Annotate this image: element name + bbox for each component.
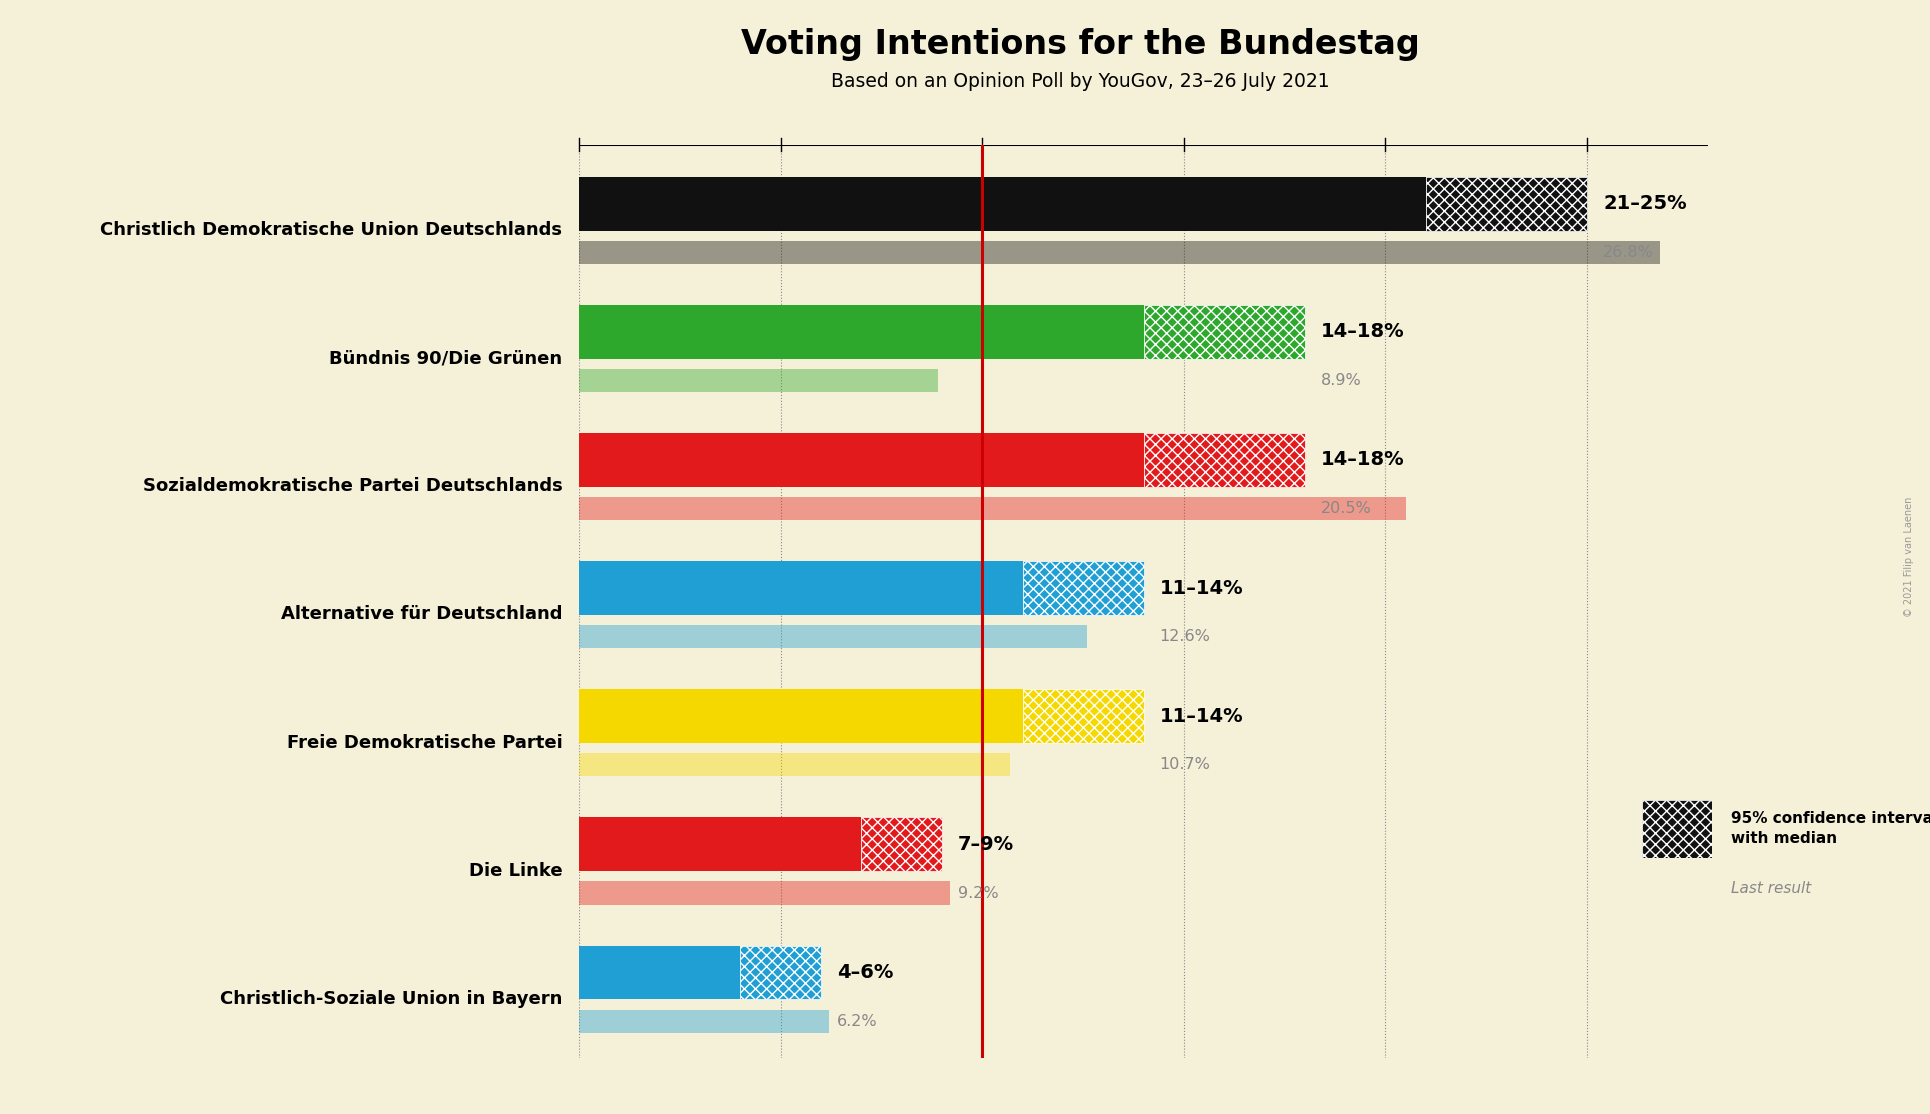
Text: 14–18%: 14–18% [1320,322,1405,341]
Text: Voting Intentions for the Bundestag: Voting Intentions for the Bundestag [741,28,1420,61]
Text: 8.9%: 8.9% [1320,373,1363,388]
Bar [861,818,942,871]
Text: 26.8%: 26.8% [1604,245,1654,260]
Text: 95% confidence interval
with median: 95% confidence interval with median [1731,811,1930,847]
Bar [1023,690,1143,743]
Bar [579,690,1023,743]
Text: Last result: Last result [1731,881,1812,897]
Bar [579,433,1143,487]
Text: 14–18%: 14–18% [1320,450,1405,469]
Bar [579,241,1660,264]
Bar [741,946,820,999]
Text: 6.2%: 6.2% [838,1014,878,1028]
Text: © 2021 Filip van Laenen: © 2021 Filip van Laenen [1903,497,1915,617]
Bar [1143,305,1305,359]
Bar [579,305,1143,359]
Text: Based on an Opinion Poll by YouGov, 23–26 July 2021: Based on an Opinion Poll by YouGov, 23–2… [832,72,1330,91]
Text: 11–14%: 11–14% [1160,706,1243,725]
Text: 12.6%: 12.6% [1160,629,1210,644]
Text: 9.2%: 9.2% [957,886,998,900]
Text: 20.5%: 20.5% [1320,501,1372,516]
Text: 7–9%: 7–9% [957,834,1013,853]
Bar [579,753,1011,776]
Bar [579,881,950,905]
Bar [579,818,861,871]
Bar [579,946,741,999]
Text: 10.7%: 10.7% [1160,758,1210,772]
Bar [579,1009,830,1033]
Bar [579,369,938,392]
Text: 4–6%: 4–6% [838,962,894,981]
Text: 11–14%: 11–14% [1160,578,1243,597]
Bar [579,497,1405,520]
Bar [579,625,1087,648]
Bar [1143,433,1305,487]
Text: 21–25%: 21–25% [1604,194,1687,213]
Bar [579,177,1426,231]
Bar [1023,561,1143,615]
Bar [579,561,1023,615]
Bar [1426,177,1586,231]
